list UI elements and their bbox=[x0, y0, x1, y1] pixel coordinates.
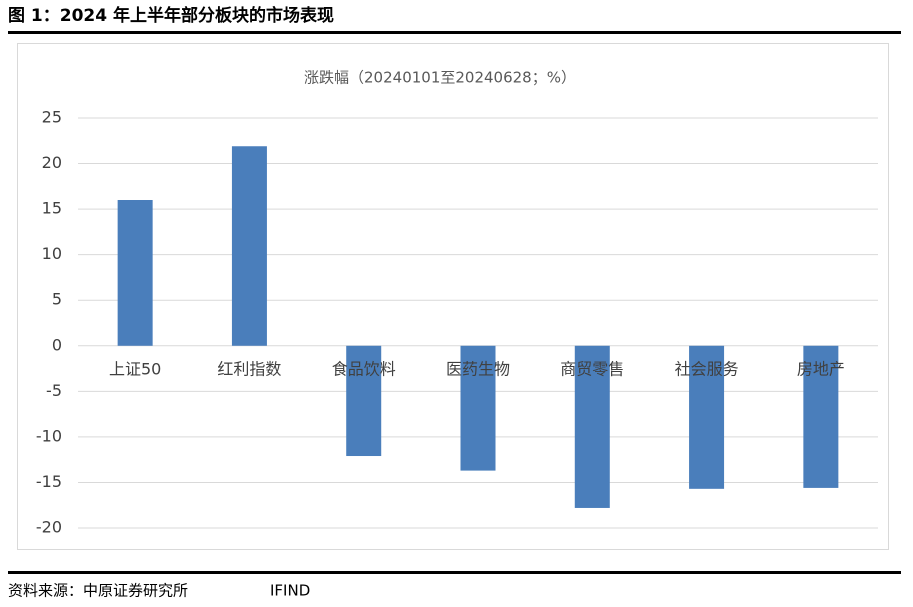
figure-title: 图 1：2024 年上半年部分板块的市场表现 bbox=[8, 5, 334, 26]
x-tick-label: 上证50 bbox=[109, 359, 161, 378]
x-tick-label: 红利指数 bbox=[217, 359, 281, 378]
y-tick-label: 20 bbox=[42, 153, 62, 172]
plot: -20 -15 -10 -5 0 5 10 15 20 25 上证50 红利指数 食品饮料 医药生物 商贸零… bbox=[36, 108, 878, 537]
bar bbox=[689, 345, 725, 489]
y-tick-label: -5 bbox=[46, 381, 62, 400]
source-label: 资料来源：中原证券研究所 bbox=[8, 582, 188, 600]
y-tick-label: 25 bbox=[42, 108, 62, 127]
y-tick-label: 5 bbox=[52, 290, 62, 309]
y-tick-label: 10 bbox=[42, 244, 62, 263]
chart-frame bbox=[17, 43, 889, 550]
x-tick-label: 商贸零售 bbox=[560, 359, 624, 378]
y-tick-label: -20 bbox=[36, 518, 62, 537]
x-tick-label: 社会服务 bbox=[675, 359, 739, 378]
top-rule bbox=[8, 31, 901, 34]
chart-title: 涨跌幅（20240101至20240628；%） bbox=[304, 69, 576, 87]
y-tick-label: 15 bbox=[42, 199, 62, 218]
x-tick-label: 食品饮料 bbox=[332, 359, 396, 378]
bar bbox=[460, 345, 496, 471]
y-tick-label: -10 bbox=[36, 426, 62, 445]
source-name: IFIND bbox=[270, 582, 310, 600]
x-tick-label: 医药生物 bbox=[446, 359, 510, 378]
x-tick-label: 房地产 bbox=[797, 359, 845, 378]
bar bbox=[346, 345, 382, 457]
bar bbox=[231, 146, 267, 346]
bar bbox=[803, 345, 839, 488]
y-tick-label: 0 bbox=[52, 335, 62, 354]
y-tick-label: -15 bbox=[36, 472, 62, 491]
bottom-rule bbox=[8, 571, 901, 574]
bar bbox=[117, 200, 153, 346]
bar bbox=[574, 345, 610, 508]
